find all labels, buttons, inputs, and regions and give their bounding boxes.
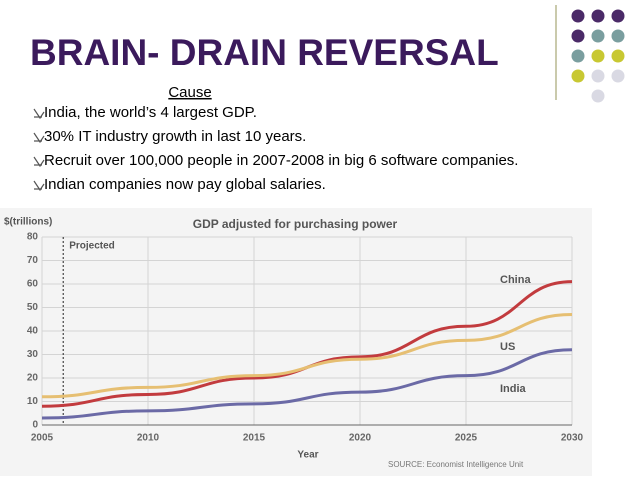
chart-title: GDP adjusted for purchasing power xyxy=(193,217,398,231)
dot-pattern xyxy=(571,9,625,103)
series-label: China xyxy=(500,274,531,286)
slide-subtitle: Cause xyxy=(168,84,211,101)
y-tick-label: 40 xyxy=(27,326,39,337)
bullet-text: India, the world’s 4 largest GDP. xyxy=(44,104,257,121)
bullet-icon xyxy=(33,156,45,168)
y-tick-label: 20 xyxy=(27,373,39,384)
bullet-icon xyxy=(33,132,45,144)
bullet-icon xyxy=(33,180,45,192)
y-tick-label: 80 xyxy=(27,232,39,243)
x-tick-label: 2015 xyxy=(243,433,266,444)
y-tick-label: 50 xyxy=(27,302,39,313)
x-tick-label: 2005 xyxy=(31,433,54,444)
series-label: India xyxy=(500,383,527,395)
y-tick-label: 60 xyxy=(27,279,39,290)
series-line xyxy=(41,313,573,399)
y-tick-label: 70 xyxy=(27,255,39,266)
x-axis-label: Year xyxy=(297,450,318,461)
x-tick-label: 2020 xyxy=(349,433,372,444)
projection-label: Projected xyxy=(69,241,115,252)
bullet-text: Recruit over 100,000 people in 2007-2008… xyxy=(44,152,518,169)
source-note: SOURCE: Economist Intelligence Unit xyxy=(388,460,524,469)
x-tick-label: 2030 xyxy=(561,433,584,444)
series-line xyxy=(41,348,573,420)
bullet-text: Indian companies now pay global salaries… xyxy=(44,176,326,193)
chart-background xyxy=(0,208,592,476)
y-tick-label: 10 xyxy=(27,396,39,407)
x-tick-label: 2010 xyxy=(137,433,160,444)
slide-title: BRAIN- DRAIN REVERSAL xyxy=(30,32,499,73)
series-label: US xyxy=(500,341,515,353)
x-tick-label: 2025 xyxy=(455,433,478,444)
y-axis-label: $(trillions) xyxy=(4,217,52,228)
y-tick-label: 0 xyxy=(32,420,38,431)
bullet-text: 30% IT industry growth in last 10 years. xyxy=(44,128,306,145)
y-tick-label: 30 xyxy=(27,349,39,360)
bullet-icon xyxy=(33,108,45,120)
